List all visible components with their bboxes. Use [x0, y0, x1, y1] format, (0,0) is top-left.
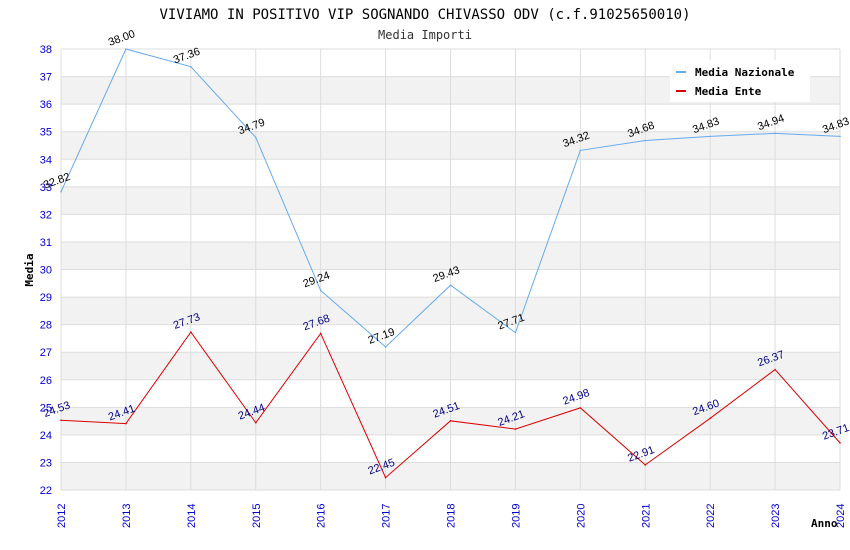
data-point: [60, 190, 62, 193]
data-point: [190, 331, 192, 333]
y-tick-label: 33: [40, 182, 52, 194]
x-tick-label: 2016: [316, 504, 328, 528]
y-tick-label: 25: [40, 402, 52, 414]
y-tick-label: 22: [40, 485, 52, 497]
x-tick-label: 2013: [121, 504, 133, 528]
data-label: 38.00: [107, 28, 137, 49]
y-tick-label: 28: [40, 320, 52, 332]
y-tick-label: 27: [40, 347, 52, 359]
x-axis-label: Anno: [811, 517, 838, 530]
x-tick-label: 2019: [510, 504, 522, 528]
data-point: [319, 289, 322, 292]
y-tick-label: 35: [40, 127, 52, 139]
y-tick-label: 30: [40, 265, 52, 277]
x-tick-label: 2020: [575, 504, 587, 528]
data-point: [839, 135, 841, 138]
x-axis-ticks: 2012 2013 2014 2015 2016 2017 2018 2019 2020 2021…: [56, 504, 847, 528]
data-point: [579, 407, 582, 409]
x-tick-label: 2022: [705, 504, 717, 528]
data-point: [774, 368, 776, 371]
data-point: [125, 422, 127, 425]
legend-entry: Media Nazionale: [695, 66, 795, 79]
x-tick-label: 2023: [770, 504, 782, 528]
y-tick-label: 36: [40, 99, 52, 111]
chart-title: VIVIAMO IN POSITIVO VIP SOGNANDO CHIVASS…: [159, 7, 690, 23]
y-tick-label: 37: [40, 72, 52, 84]
y-tick-label: 24: [40, 430, 52, 442]
data-point: [449, 284, 452, 287]
x-tick-label: 2014: [186, 504, 198, 528]
y-tick-label: 29: [40, 292, 52, 304]
legend-background: [670, 60, 810, 102]
data-point: [319, 332, 322, 335]
x-tick-label: 2021: [640, 504, 652, 528]
data-point: [644, 464, 647, 466]
x-tick-label: 2018: [446, 504, 458, 528]
x-tick-label: 2024: [835, 504, 847, 528]
y-tick-label: 23: [40, 457, 52, 469]
data-point: [254, 421, 257, 424]
data-point: [190, 65, 192, 68]
data-point: [839, 442, 841, 444]
legend-entry: Media Ente: [695, 85, 762, 98]
data-point: [644, 139, 647, 142]
data-point: [449, 420, 452, 422]
y-tick-label: 38: [40, 44, 52, 56]
vertical-gridlines: [60, 49, 841, 490]
x-tick-label: 2015: [251, 504, 263, 528]
y-tick-label: 31: [40, 237, 52, 249]
data-point: [254, 136, 257, 139]
data-point: [384, 346, 387, 348]
y-axis-ticks: 22 23 24 25 26 27 28 29 30 31 32 33 34 35 36 37 38: [40, 44, 52, 497]
data-point: [579, 149, 582, 152]
data-point: [60, 419, 62, 422]
y-axis-label: Media: [23, 253, 36, 286]
data-point: [709, 135, 711, 138]
data-point: [514, 331, 517, 334]
legend: Media Nazionale Media Ente: [670, 60, 810, 102]
data-point: [709, 417, 711, 420]
y-tick-label: 32: [40, 209, 52, 221]
data-point: [774, 132, 776, 135]
data-point: [125, 48, 127, 50]
x-tick-label: 2017: [381, 504, 393, 528]
y-tick-label: 34: [40, 154, 52, 166]
data-point: [514, 428, 517, 430]
series-group: [60, 48, 841, 479]
data-point: [384, 476, 387, 479]
chart-subtitle: Media Importi: [378, 28, 472, 42]
y-tick-label: 26: [40, 375, 52, 387]
x-tick-label: 2012: [56, 504, 68, 528]
